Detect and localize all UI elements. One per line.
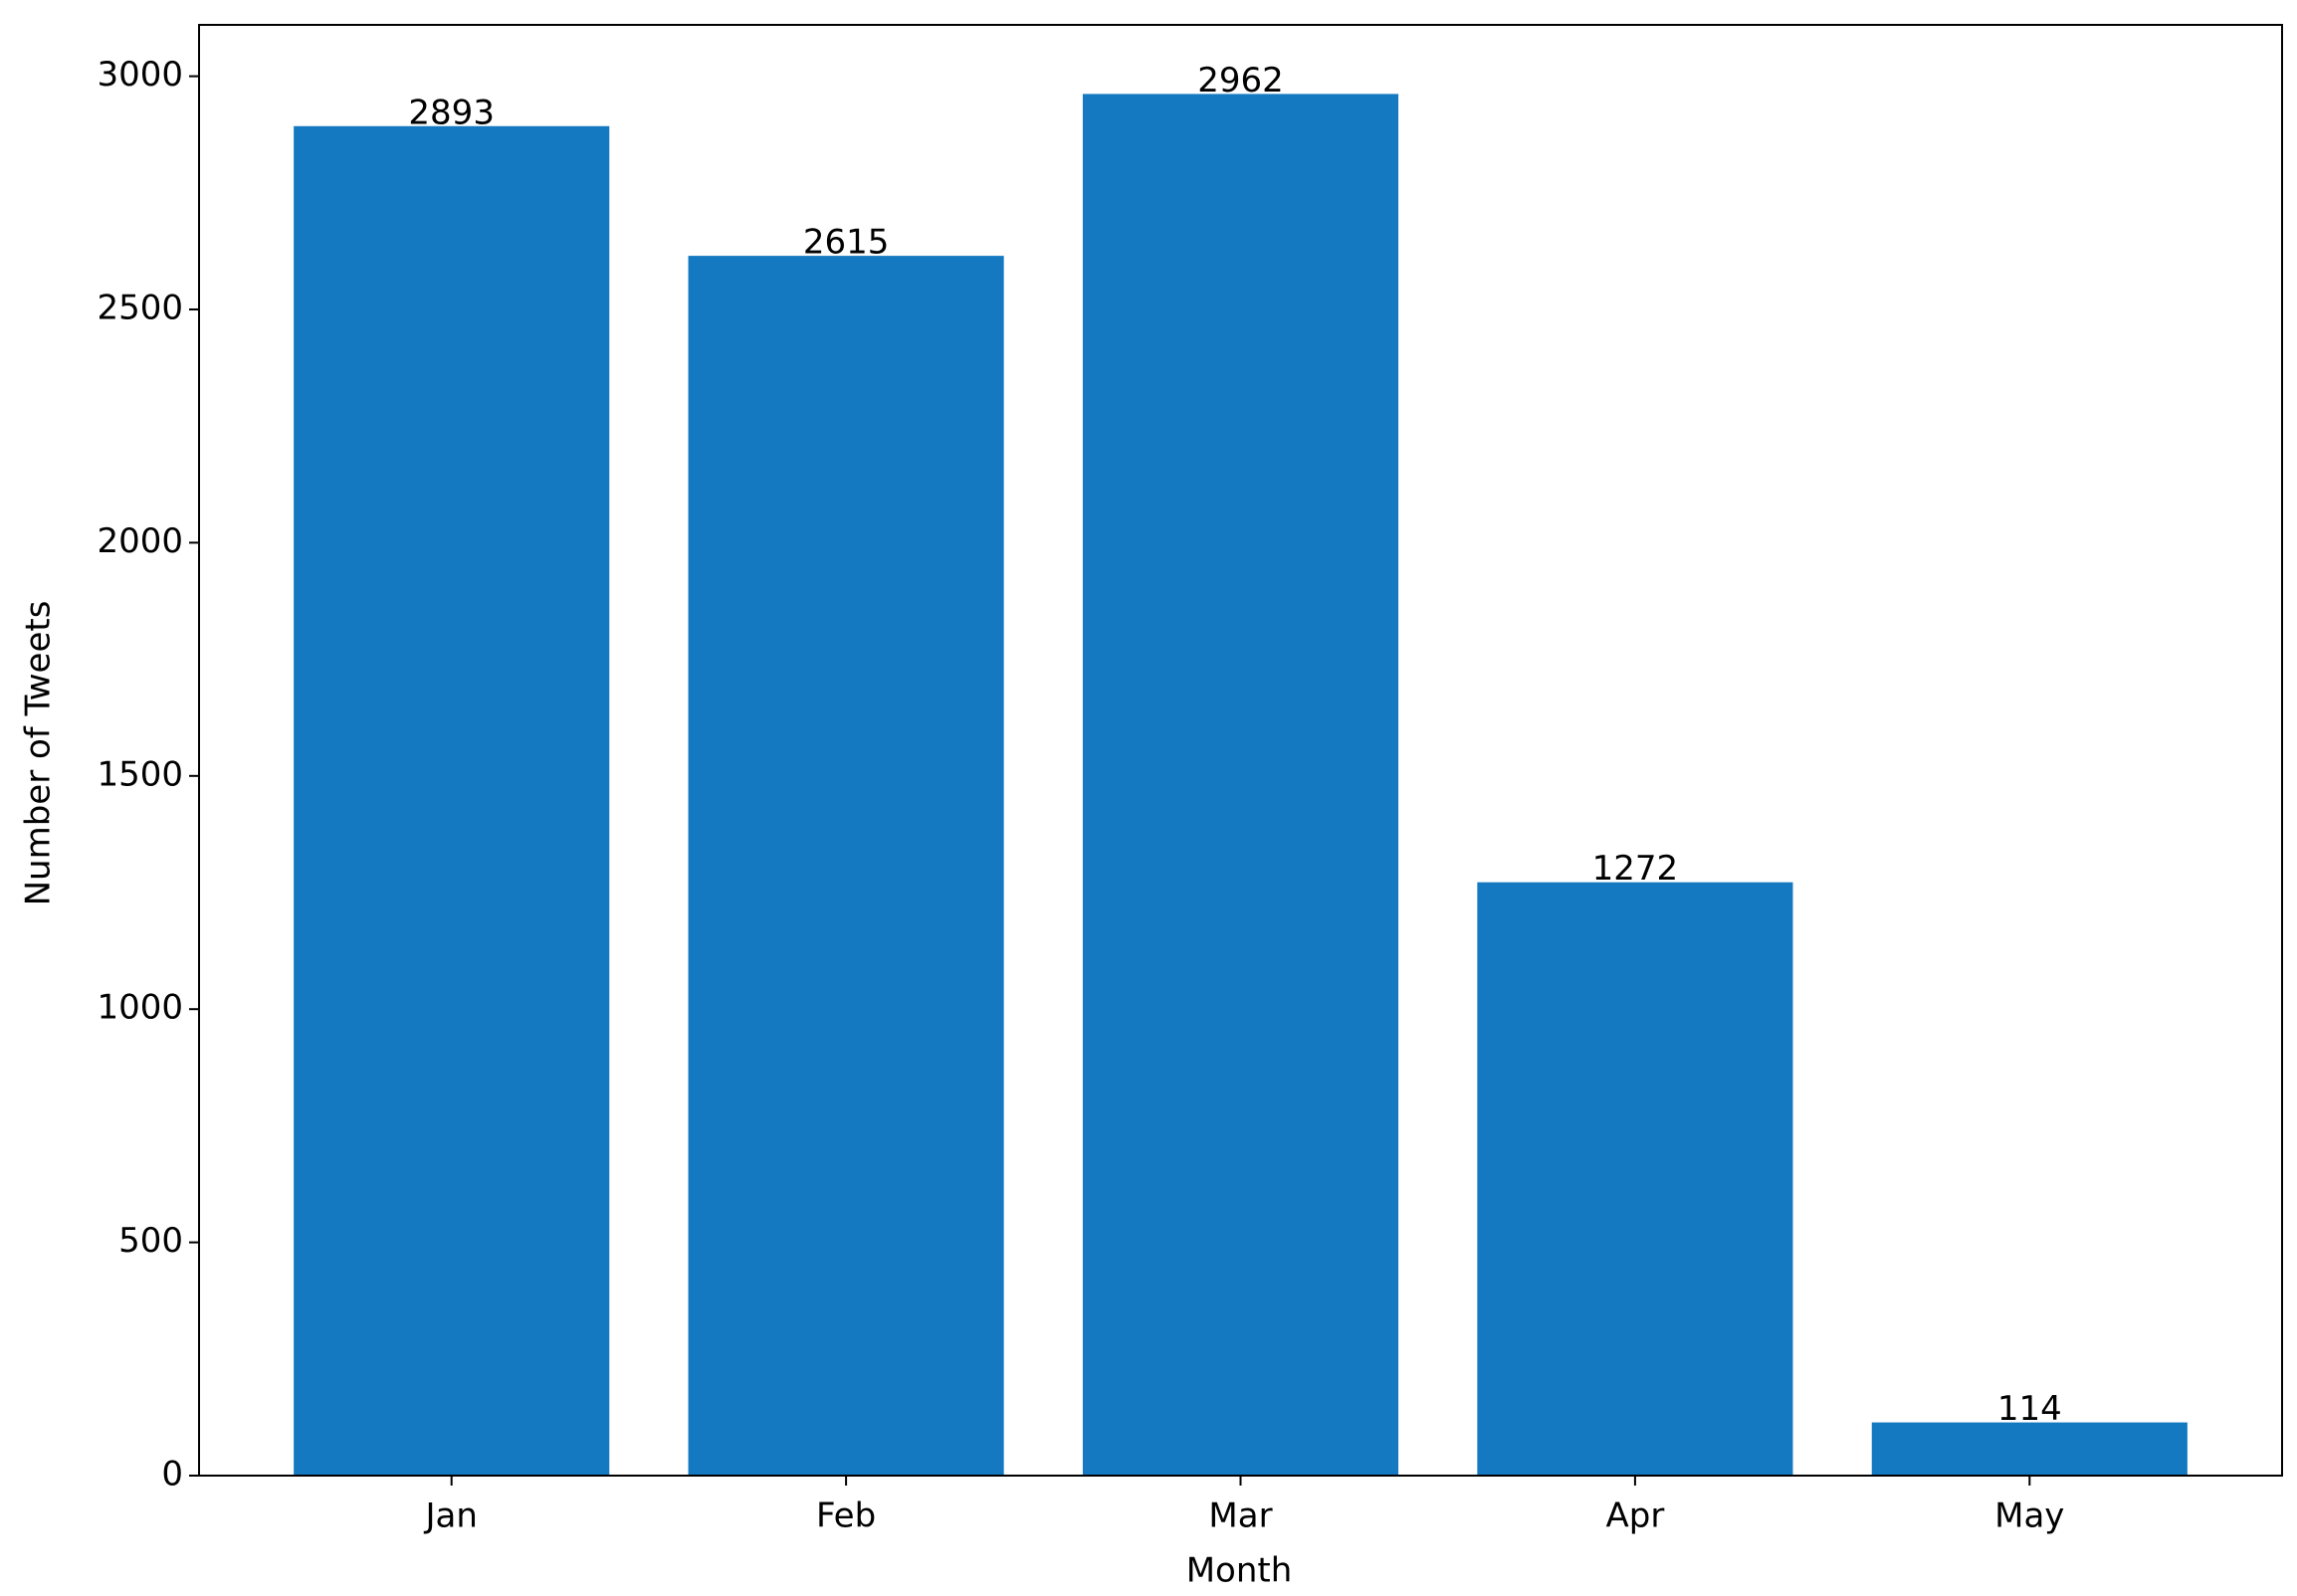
y-tick-label: 0 [161, 1455, 183, 1495]
x-tick-label: May [1994, 1496, 2064, 1536]
bar [294, 125, 610, 1477]
value-label: 2962 [1197, 61, 1284, 100]
bar [1082, 94, 1399, 1476]
y-tick-label: 1000 [97, 988, 183, 1028]
bar [1871, 1422, 2188, 1476]
y-tick-label: 2500 [97, 289, 183, 328]
value-label: 114 [1997, 1389, 2062, 1429]
value-label: 1272 [1592, 849, 1679, 889]
x-tick-label: Feb [816, 1496, 876, 1536]
bar [1477, 882, 1793, 1476]
x-tick-label: Jan [423, 1496, 477, 1536]
y-tick-label: 3000 [97, 55, 183, 95]
x-tick-label: Apr [1605, 1496, 1664, 1536]
bar [688, 256, 1004, 1476]
y-tick-label: 500 [118, 1221, 183, 1261]
value-label: 2615 [803, 223, 890, 263]
y-axis-label: Number of Tweets [19, 601, 59, 906]
x-tick-label: Mar [1208, 1496, 1272, 1536]
y-tick-label: 2000 [97, 521, 183, 561]
y-tick-label: 1500 [97, 754, 183, 794]
x-axis-label: Month [1186, 1551, 1293, 1591]
value-label: 2893 [408, 93, 495, 132]
plot-frame [198, 24, 2283, 1477]
